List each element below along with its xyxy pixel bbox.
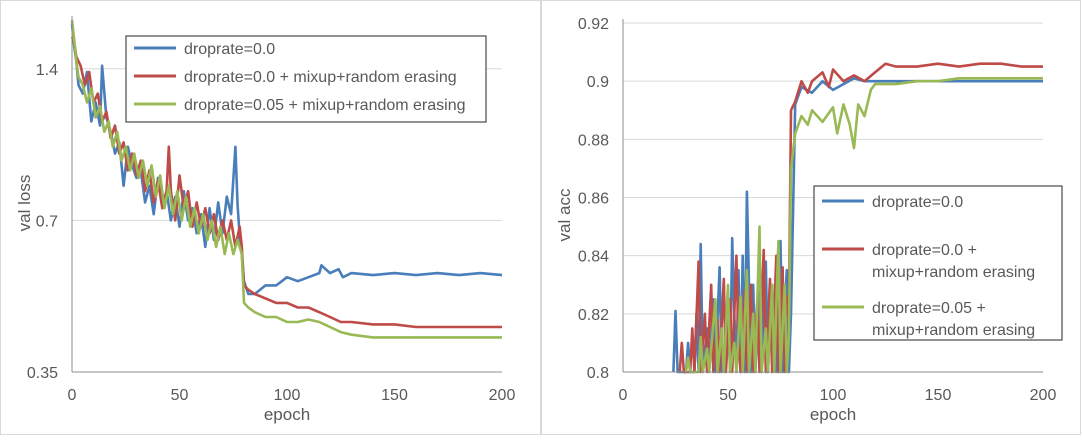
acc-legend-label-1: droprate=0.0 + mixup+random erasing: [872, 242, 1035, 281]
acc-series-line-1: [678, 62, 1043, 374]
loss-y-tick-label: 0.7: [36, 213, 58, 230]
acc-series: [672, 62, 1043, 374]
acc-x-ticks: 0 50 100 150 200: [619, 387, 1057, 404]
loss-x-tick-label: 200: [489, 387, 516, 404]
loss-series-line-2: [70, 19, 502, 339]
loss-legend-label-2: droprate=0.05 + mixup+random erasing: [184, 97, 466, 114]
acc-axes: [622, 19, 1043, 373]
acc-x-tick-label: 150: [925, 387, 952, 404]
acc-y-tick-label: 0.82: [578, 307, 609, 324]
loss-y-tick-label: 1.4: [36, 62, 58, 79]
acc-x-axis-label: epoch: [810, 405, 856, 424]
acc-x-tick-label: 100: [820, 387, 847, 404]
loss-legend-box: [125, 35, 487, 123]
acc-x-tick-label: 50: [719, 387, 737, 404]
loss-legend-label-1: droprate=0.0 + mixup+random erasing: [184, 69, 457, 86]
acc-legend-box: [813, 185, 1063, 341]
acc-legend-label-0: droprate=0.0: [872, 194, 963, 211]
loss-x-ticks: 0 50 100 150 200: [68, 387, 516, 404]
loss-x-tick-label: 0: [68, 387, 77, 404]
chart-loss: 0.35 0.7 1.4 0 50 100 150 200 epoch val loss d…: [15, 16, 515, 424]
acc-x-tick-label: 0: [619, 387, 628, 404]
loss-x-axis-label: epoch: [264, 405, 310, 424]
acc-y-tick-label: 0.8: [587, 365, 609, 382]
loss-y-axis-label: val loss: [15, 175, 34, 232]
acc-legend-label-2: droprate=0.05 + mixup+random erasing: [872, 300, 1035, 339]
acc-y-tick-label: 0.88: [578, 132, 609, 149]
acc-series-line-2: [684, 77, 1043, 374]
loss-y-tick-label: 0.35: [27, 365, 58, 382]
acc-y-tick-label: 0.84: [578, 249, 609, 266]
loss-x-tick-label: 50: [171, 387, 189, 404]
chart-acc: 0.80.820.840.860.880.90.92 0 50 100 150 200 …: [555, 16, 1063, 424]
loss-x-tick-label: 100: [274, 387, 301, 404]
acc-y-ticks: 0.8 0.82 0.84 0.86 0.88 0.9 0.92: [578, 16, 609, 382]
acc-legend: droprate=0.0 droprate=0.0 + mixup+random e…: [813, 185, 1063, 341]
acc-y-tick-label: 0.9: [587, 74, 609, 91]
loss-y-ticks: 0.35 0.7 1.4: [27, 62, 58, 382]
loss-x-tick-label: 150: [381, 387, 408, 404]
loss-axes: [71, 16, 502, 373]
loss-series: [70, 19, 503, 339]
acc-y-axis-label: val acc: [555, 188, 574, 241]
loss-legend-label-0: droprate=0.0: [184, 41, 275, 58]
acc-y-tick-label: 0.86: [578, 191, 609, 208]
acc-y-tick-label: 0.92: [578, 16, 609, 33]
loss-legend: droprate=0.0 droprate=0.0 + mixup+random …: [125, 35, 487, 123]
acc-x-tick-label: 200: [1030, 387, 1057, 404]
